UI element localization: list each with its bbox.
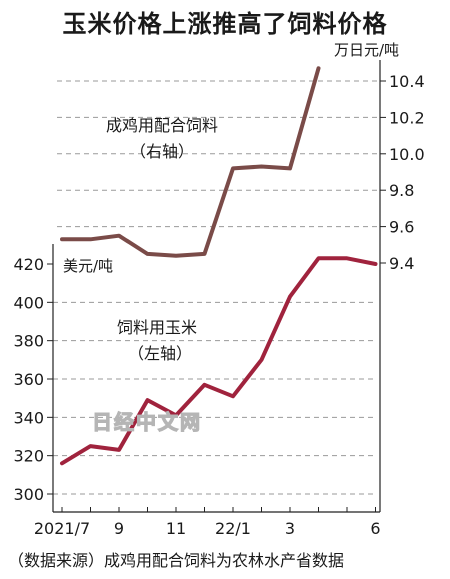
left-tick-label: 300	[13, 485, 44, 504]
source-note: （数据来源）成鸡用配合饲料为农林水产省数据	[8, 551, 345, 570]
right-axis-unit: 万日元/吨	[334, 41, 399, 59]
right-tick-label: 9.6	[389, 218, 414, 237]
left-tick-label: 360	[13, 370, 44, 389]
left-axis-unit: 美元/吨	[63, 257, 113, 275]
series-label-feed: 成鸡用配合饲料	[106, 116, 218, 135]
x-tick-label: 3	[285, 519, 295, 538]
series-line-corn	[60, 256, 378, 466]
right-tick-label: 10.0	[389, 145, 425, 164]
x-tick-label: 11	[166, 519, 186, 538]
watermark: 日经中文网	[92, 410, 202, 434]
x-tick-label: 9	[114, 519, 124, 538]
right-tick-label: 10.4	[389, 72, 425, 91]
right-tick-label: 9.8	[389, 181, 414, 200]
x-tick-label: 6	[370, 519, 380, 538]
left-tick-label: 380	[13, 332, 44, 351]
series-label-corn: 饲料用玉米	[117, 318, 197, 337]
chart-title: 玉米价格上涨推高了饲料价格	[62, 10, 388, 38]
x-tick-label: 2021/7	[34, 519, 90, 538]
left-tick-label: 420	[13, 255, 44, 274]
series-line-feed	[60, 66, 321, 258]
series-label-corn-axis: （左轴）	[128, 344, 192, 363]
left-tick-label: 340	[13, 408, 44, 427]
left-tick-label: 320	[13, 447, 44, 466]
right-tick-label: 9.4	[389, 254, 414, 273]
labels: 9.4 9.6 9.8 10.0 10.2 10.4 300 320 340 360 380 400 4…	[13, 41, 424, 538]
series-label-feed-axis: （右轴）	[130, 142, 194, 161]
right-tick-label: 10.2	[389, 108, 425, 127]
axes	[47, 60, 386, 513]
x-tick-label: 22/1	[215, 519, 251, 538]
series-lines	[60, 66, 378, 466]
left-tick-label: 400	[13, 293, 44, 312]
